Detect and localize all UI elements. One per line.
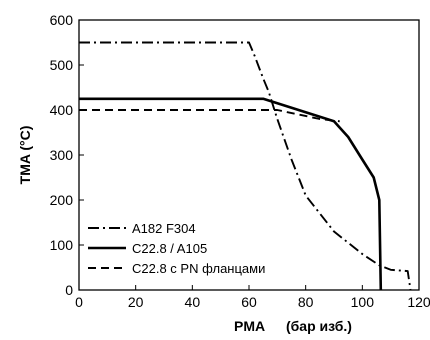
legend: A182 F304 C22.8 / A105 C22.8 с PN фланцами (88, 221, 265, 276)
y-tick-label: 200 (50, 192, 74, 208)
series-line-1 (79, 41, 412, 291)
legend-label: C22.8 / A105 (132, 241, 207, 256)
plot-frame (78, 19, 420, 291)
x-axis-unit: (бар изб.) (286, 318, 352, 334)
x-tick-label: 100 (351, 294, 375, 310)
legend-label: C22.8 с PN фланцами (132, 261, 265, 276)
x-tick-label: 120 (407, 294, 430, 310)
x-axis-title: PMA (234, 318, 265, 334)
x-tick-label: 20 (128, 294, 144, 310)
y-tick-label: 400 (50, 102, 74, 118)
y-tick-label: 500 (50, 57, 74, 73)
y-axis-title: TMA (°C) (17, 126, 33, 185)
legend-label: A182 F304 (132, 221, 196, 236)
y-tick-label: 100 (50, 237, 74, 253)
y-tick-label: 600 (50, 12, 74, 28)
series-line-2 (79, 97, 383, 291)
y-tick-label: 300 (50, 147, 74, 163)
ticks-layer: 0 20 40 60 80 100 120 0 100 200 300 400 500 600 (50, 12, 430, 310)
x-tick-label: 40 (185, 294, 201, 310)
series-layer (79, 41, 412, 291)
x-tick-label: 80 (298, 294, 314, 310)
series-line-3 (79, 109, 340, 123)
x-tick-label: 60 (241, 294, 257, 310)
y-tick-label: 0 (65, 282, 73, 298)
x-tick-label: 0 (75, 294, 83, 310)
